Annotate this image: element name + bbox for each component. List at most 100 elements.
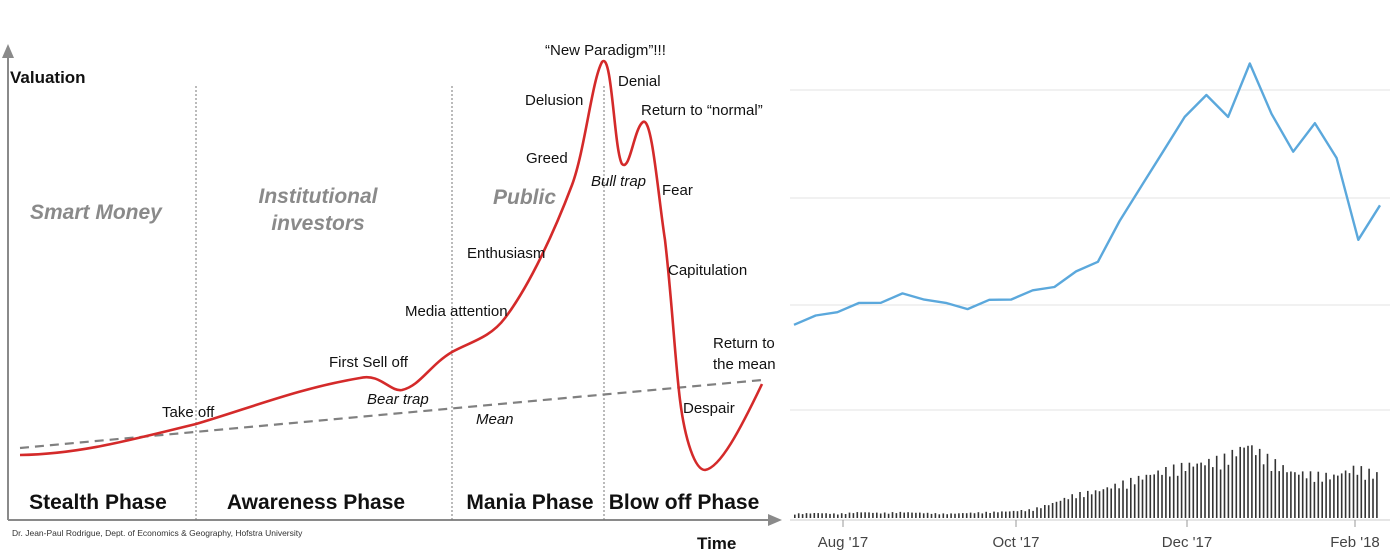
volume-bar — [1184, 471, 1187, 518]
volume-bar — [1005, 511, 1007, 518]
volume-bar — [887, 513, 890, 518]
gridlines — [790, 89, 1390, 411]
phase-blow-off: Blow off Phase — [609, 491, 760, 514]
volume-bar — [1040, 508, 1042, 518]
volume-bar — [1118, 488, 1120, 518]
volume-bar — [1313, 481, 1316, 518]
volume-bar — [864, 512, 866, 518]
volume-bar — [1317, 471, 1320, 518]
label-media-attention: Media attention — [405, 303, 508, 320]
volume-bar — [1032, 510, 1034, 518]
price-line — [793, 62, 1382, 326]
volume-bar — [1180, 462, 1183, 518]
volume-bar — [1110, 488, 1112, 518]
volume-bar — [1161, 474, 1163, 518]
label-bear-trap: Bear trap — [367, 391, 429, 408]
volume-bar — [1196, 463, 1198, 518]
volume-bar — [1212, 467, 1214, 518]
volume-bar — [950, 513, 952, 518]
volume-bar — [1305, 478, 1308, 518]
volume-bar — [1301, 471, 1304, 518]
volume-bar — [1024, 511, 1027, 518]
x-tick-label: Feb '18 — [1330, 534, 1380, 551]
volume-bar — [1329, 479, 1331, 518]
volume-bar — [1309, 471, 1312, 518]
label-return-to-mean-1: Return to — [713, 335, 775, 352]
volume-bar — [1102, 489, 1105, 518]
volume-bar — [922, 513, 925, 518]
volume-bar — [848, 512, 851, 518]
volume-bar — [1192, 466, 1195, 518]
volume-bar — [1364, 479, 1366, 518]
volume-bar — [1251, 445, 1253, 518]
volume-bar — [1090, 494, 1093, 518]
label-greed: Greed — [526, 150, 568, 167]
volume-bar — [1126, 488, 1128, 518]
volume-bar — [1290, 471, 1292, 518]
label-return-to-mean-2: the mean — [713, 356, 776, 373]
label-bull-trap: Bull trap — [591, 173, 646, 190]
actor-smart-money: Smart Money — [30, 201, 163, 224]
volume-bar — [958, 513, 960, 518]
volume-bar — [801, 514, 804, 518]
volume-bar — [1227, 464, 1230, 518]
volume-bar — [1098, 491, 1101, 518]
volume-bar — [1247, 445, 1249, 518]
volume-bar — [946, 514, 948, 518]
actor-public: Public — [493, 186, 556, 209]
valuation-curve — [19, 59, 764, 472]
volume-bar — [938, 514, 941, 518]
volume-bar — [1262, 464, 1265, 518]
volume-bar — [1094, 490, 1097, 518]
volume-bar — [1321, 481, 1323, 518]
label-take-off: Take off — [162, 404, 215, 421]
volume-bar — [1286, 472, 1288, 518]
volume-bar — [1172, 464, 1175, 518]
y-axis-label: Valuation — [10, 68, 86, 87]
label-denial: Denial — [618, 73, 661, 90]
volume-bar — [809, 513, 812, 518]
volume-bar — [1047, 505, 1050, 518]
volume-bar — [1165, 467, 1167, 518]
volume-bar — [876, 512, 878, 518]
volume-bars — [794, 445, 1378, 518]
volume-bar — [1274, 459, 1277, 518]
volume-bar — [868, 512, 870, 518]
volume-bar — [794, 514, 796, 518]
volume-bar — [981, 513, 984, 518]
volume-bar — [965, 513, 968, 518]
volume-bar — [856, 512, 859, 518]
volume-bar — [1071, 494, 1073, 518]
volume-bar — [1137, 475, 1140, 518]
volume-bar — [1223, 453, 1226, 518]
volume-bar — [993, 511, 995, 518]
volume-bar — [1169, 476, 1171, 518]
volume-bar — [1145, 474, 1148, 518]
actor-institutional-line2: investors — [271, 212, 364, 235]
label-fear: Fear — [662, 182, 693, 199]
volume-bar — [1235, 456, 1238, 518]
volume-bar — [989, 513, 991, 518]
volume-bar — [899, 511, 902, 518]
volume-bar — [1067, 499, 1070, 518]
volume-bar — [1333, 474, 1335, 518]
volume-bar — [829, 513, 831, 518]
volume-bar — [1344, 470, 1347, 518]
volume-bar — [1255, 455, 1257, 518]
volume-bar — [1130, 477, 1132, 518]
volume-bar — [942, 513, 945, 518]
volume-bar — [1208, 458, 1210, 518]
phase-stealth: Stealth Phase — [29, 491, 167, 514]
volume-bar — [985, 511, 987, 518]
actor-institutional-line1: Institutional — [259, 185, 379, 208]
volume-bar — [1051, 503, 1054, 518]
volume-bar — [1020, 510, 1023, 518]
y-axis-arrow — [2, 44, 14, 58]
volume-bar — [1087, 490, 1089, 518]
volume-bar — [1141, 479, 1144, 518]
volume-bar — [840, 513, 843, 518]
volume-bar — [860, 512, 862, 518]
volume-bar — [1325, 472, 1327, 518]
volume-bar — [1282, 465, 1284, 518]
label-despair: Despair — [683, 400, 735, 417]
